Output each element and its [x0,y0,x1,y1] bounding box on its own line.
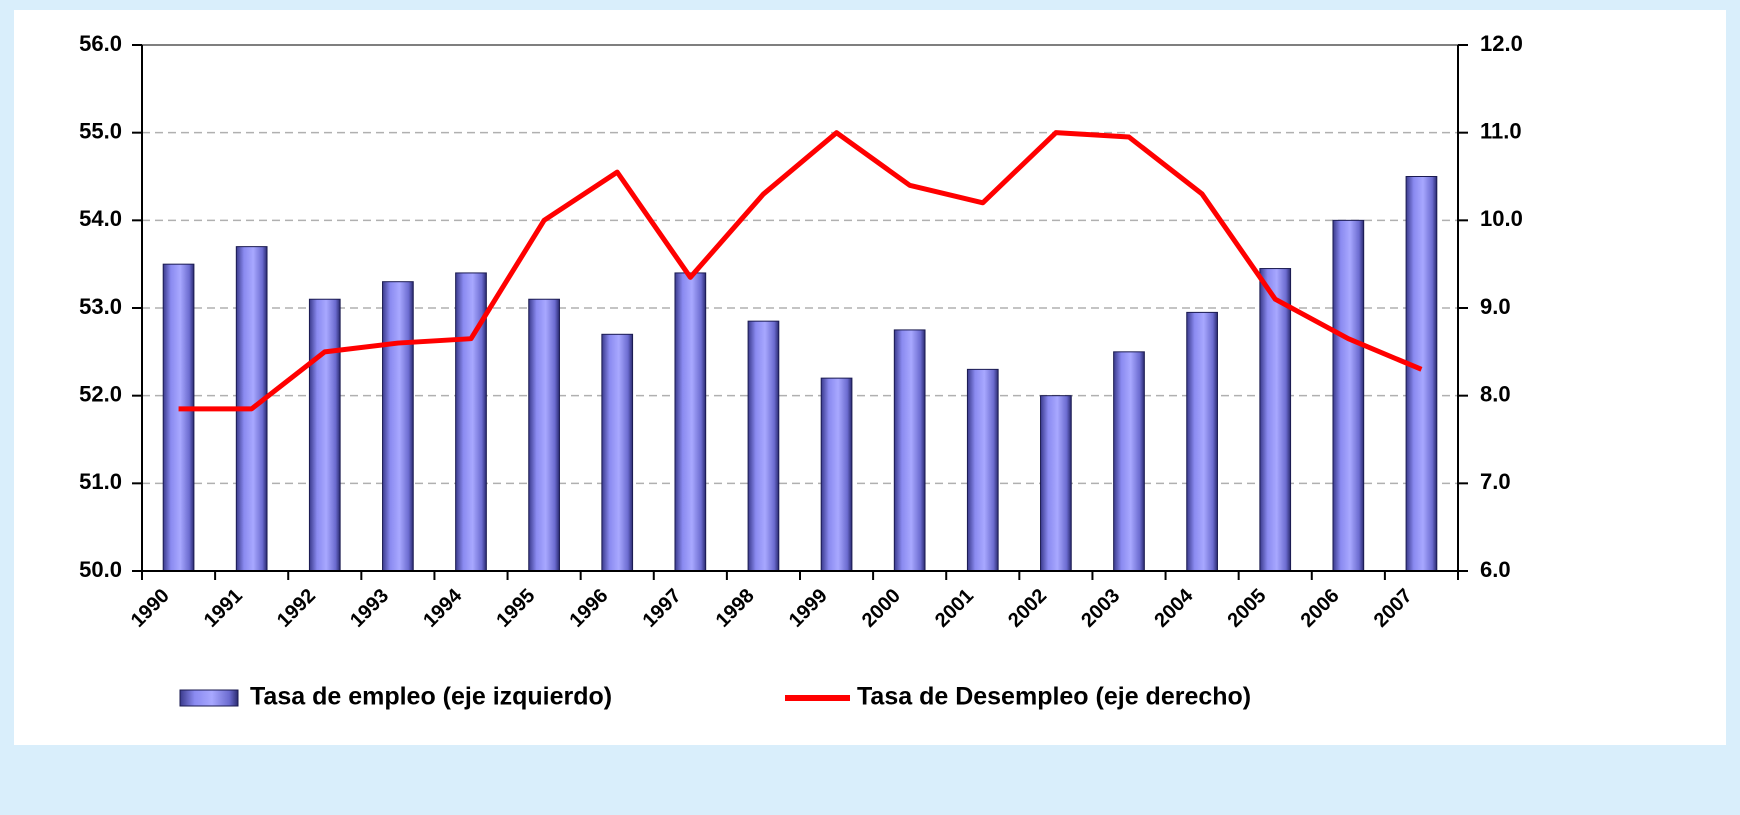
y-tick-label: 53.0 [79,294,122,319]
y2-tick-label: 11.0 [1480,118,1522,143]
y-tick-label: 51.0 [79,469,122,494]
legend-swatch [179,689,239,707]
bar [528,298,560,572]
legend-label: Tasa de Desempleo (eje derecho) [857,683,1251,711]
y-tick-label: 50.0 [79,557,122,582]
bar [382,281,414,572]
bar [162,263,195,572]
bar [1186,311,1218,572]
y-tick-label: 56.0 [79,31,122,56]
line [178,130,1423,412]
bar [308,298,341,572]
y2-tick-label: 8.0 [1480,381,1511,406]
y-tick-label: 55.0 [79,118,122,143]
bar [820,377,853,572]
chart-area [14,10,1726,745]
y2-tick-label: 6.0 [1480,557,1511,582]
legend-label: Tasa de empleo (eje izquierdo) [250,683,612,711]
y-tick-label: 54.0 [79,206,122,231]
y-tick-label: 52.0 [79,381,122,406]
bar [1259,268,1292,572]
bar [966,368,999,572]
bar [747,320,780,572]
bar [1405,176,1438,572]
bar [1113,351,1145,572]
y2-tick-label: 10.0 [1480,206,1523,231]
bar [1332,219,1365,572]
bar [893,329,926,572]
y2-tick-label: 12.0 [1480,31,1523,56]
bar [1040,395,1072,572]
bar [674,272,707,572]
y2-tick-label: 9.0 [1480,294,1511,319]
y2-tick-label: 7.0 [1480,469,1511,494]
bar [601,333,634,572]
